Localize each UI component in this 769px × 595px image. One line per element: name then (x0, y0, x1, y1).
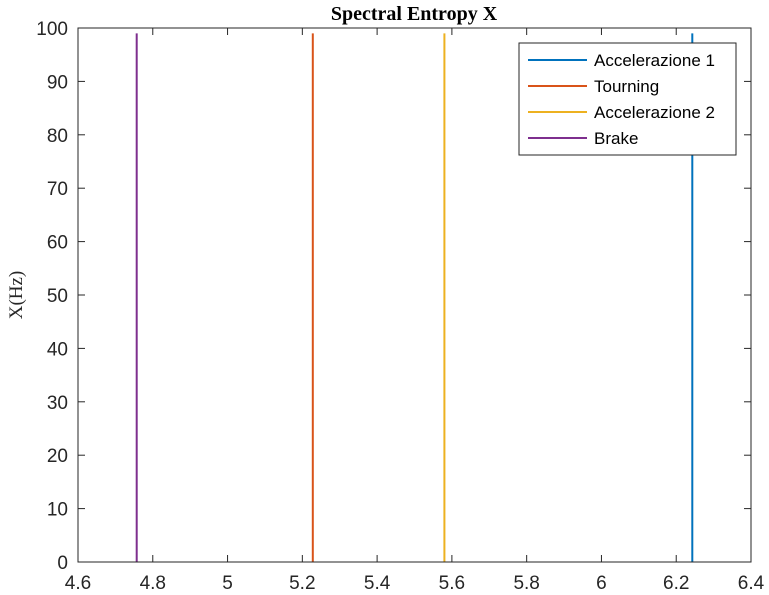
y-tick-label: 10 (47, 500, 68, 521)
x-tick-label: 6 (596, 573, 607, 594)
x-tick-label: 6.2 (663, 573, 689, 594)
y-tick-label: 70 (47, 179, 68, 200)
y-tick-label: 40 (47, 339, 68, 360)
y-tick-label: 60 (47, 233, 68, 254)
y-axis-label: X(Hz) (6, 271, 27, 320)
y-tick-label: 90 (47, 72, 68, 93)
legend-label: Tourning (594, 77, 659, 96)
x-tick-label: 5 (222, 573, 233, 594)
y-tick-label: 20 (47, 446, 68, 467)
x-tick-label: 6.4 (738, 573, 765, 594)
y-tick-label: 0 (57, 553, 68, 574)
legend-box (518, 42, 737, 156)
x-tick-label: 4.6 (65, 573, 91, 594)
y-tick-label: 50 (47, 286, 68, 307)
legend-label: Accelerazione 2 (594, 103, 715, 122)
legend-label: Brake (594, 129, 638, 148)
legend: Accelerazione 1 Tourning Accelerazione 2 Br… (518, 42, 737, 156)
x-tick-label: 5.2 (289, 573, 315, 594)
y-tick-label: 30 (47, 393, 68, 414)
x-tick-label: 5.8 (513, 573, 539, 594)
chart-title: Spectral Entropy X (331, 3, 498, 25)
y-tick-label: 100 (36, 19, 68, 40)
axes-layer: 4.6 4.8 5 5.2 5.4 5.6 5.8 6 6.2 6.4 0 10 20 30 40 50 60 7… (36, 19, 764, 594)
y-tick-label: 80 (47, 126, 68, 147)
legend-label: Accelerazione 1 (594, 51, 715, 70)
x-tick-label: 4.8 (140, 573, 166, 594)
x-tick-label: 5.4 (364, 573, 391, 594)
x-tick-label: 5.6 (439, 573, 465, 594)
